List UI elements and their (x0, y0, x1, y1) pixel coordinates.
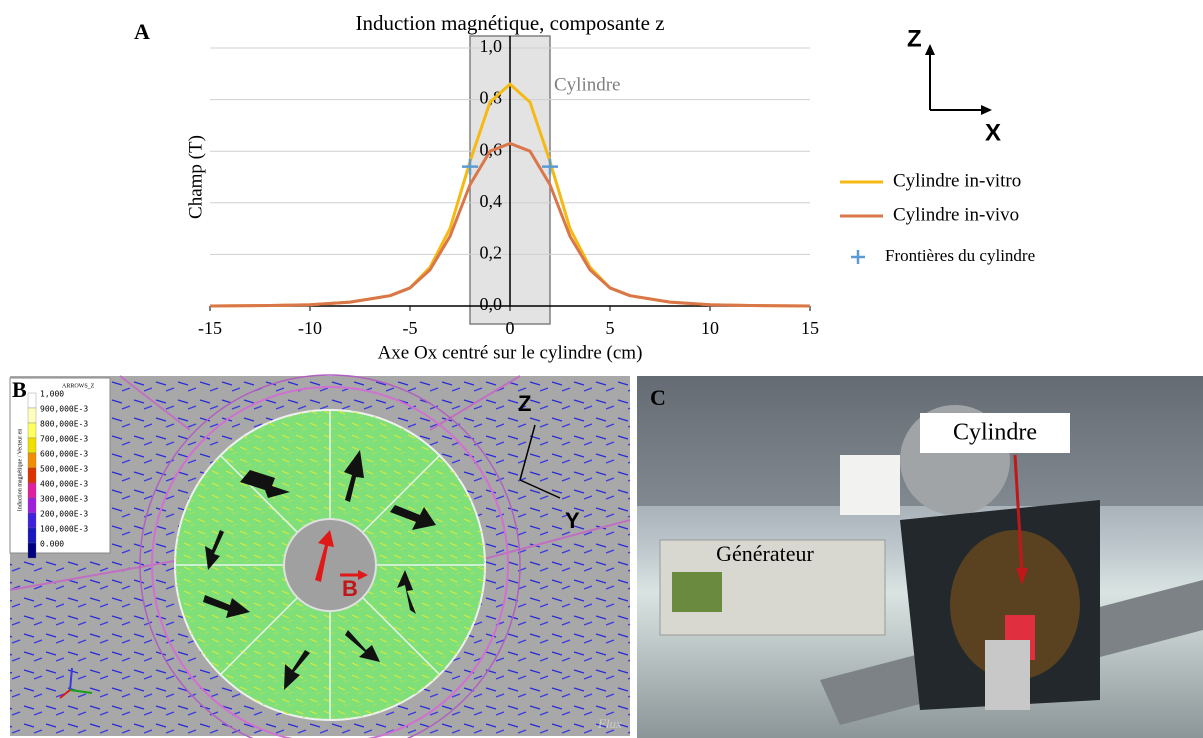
x-tick-label: -5 (403, 318, 418, 338)
boundary-marker (462, 158, 478, 175)
y-axis-label: Champ (T) (185, 135, 206, 219)
legend-color (27, 437, 37, 454)
field-label: B (342, 576, 358, 601)
legend-value: 400,000E-3 (40, 480, 88, 489)
simulation-panel: B Z Y Flux 1,000 900,000E-3 800,000E-3 700,… (9, 374, 631, 738)
x-tick-label: 10 (701, 318, 719, 338)
triad (59, 667, 93, 699)
legend-value: 300,000E-3 (40, 495, 88, 504)
legend-value: 1,000 (40, 390, 64, 399)
legend: Cylindre in-vitro Cylindre in-vivo Frontiè… (840, 170, 1035, 265)
legend-color (27, 392, 37, 409)
legend-title: ARROWS_Z (62, 383, 95, 389)
legend-color (27, 452, 37, 469)
legend-color (27, 527, 37, 544)
series-line (209, 141, 811, 308)
legend-value: 700,000E-3 (40, 435, 88, 444)
chart-title: Induction magnétique, composante z (355, 11, 664, 35)
legend-label: Frontières du cylindre (885, 246, 1035, 265)
legend-color (27, 482, 37, 499)
axis-glyph-label: X (985, 119, 1001, 146)
x-axis-label: Axe Ox centré sur le cylindre (cm) (378, 342, 643, 363)
axis-label: Z (518, 391, 531, 416)
x-tick-label: 0 (506, 318, 515, 338)
legend-value: 200,000E-3 (40, 510, 88, 519)
panel-label: A (134, 19, 150, 44)
legend-value: 100,000E-3 (40, 525, 88, 534)
panel-label: C (650, 385, 666, 410)
legend-label: Cylindre in-vivo (893, 204, 1019, 225)
legend-color (27, 422, 37, 439)
legend-color (27, 542, 37, 559)
x-tick-label: 15 (801, 318, 819, 338)
legend-color (27, 467, 37, 484)
axes-glyph: Z X (907, 25, 1001, 146)
y-tick-label: 0,4 (480, 191, 503, 211)
legend-caption: Induction magnétique / Vecteur en (17, 429, 23, 512)
x-tick-label: -15 (198, 318, 222, 338)
panel-label: B (12, 377, 27, 402)
legend-color (27, 497, 37, 514)
watermark: Flux (597, 716, 622, 731)
axis-glyph-label: Z (907, 25, 922, 52)
boundary-marker (542, 158, 558, 175)
y-tick-label: 0,8 (480, 88, 503, 108)
legend-swatch (851, 250, 865, 264)
legend-color (27, 407, 37, 424)
legend-label: Cylindre in-vitro (893, 170, 1021, 191)
y-tick-label: 1,0 (480, 36, 503, 56)
photo-label: Cylindre (953, 420, 1037, 446)
y-tick-label: 0,0 (480, 294, 503, 314)
axis-label: Y (565, 508, 580, 533)
x-tick-label: 5 (606, 318, 615, 338)
legend-color (27, 512, 37, 529)
photo-panel: Cylindre Générateur C (637, 376, 1203, 738)
photo-label: Générateur (716, 541, 814, 566)
y-tick-label: 0,2 (480, 243, 503, 263)
legend-value: 800,000E-3 (40, 420, 88, 429)
x-tick-label: -10 (298, 318, 322, 338)
legend-value: 900,000E-3 (40, 405, 88, 414)
region-label: Cylindre (554, 74, 621, 95)
legend-value: 600,000E-3 (40, 450, 88, 459)
legend-value: 500,000E-3 (40, 465, 88, 474)
legend-value: 0.000 (40, 540, 64, 549)
